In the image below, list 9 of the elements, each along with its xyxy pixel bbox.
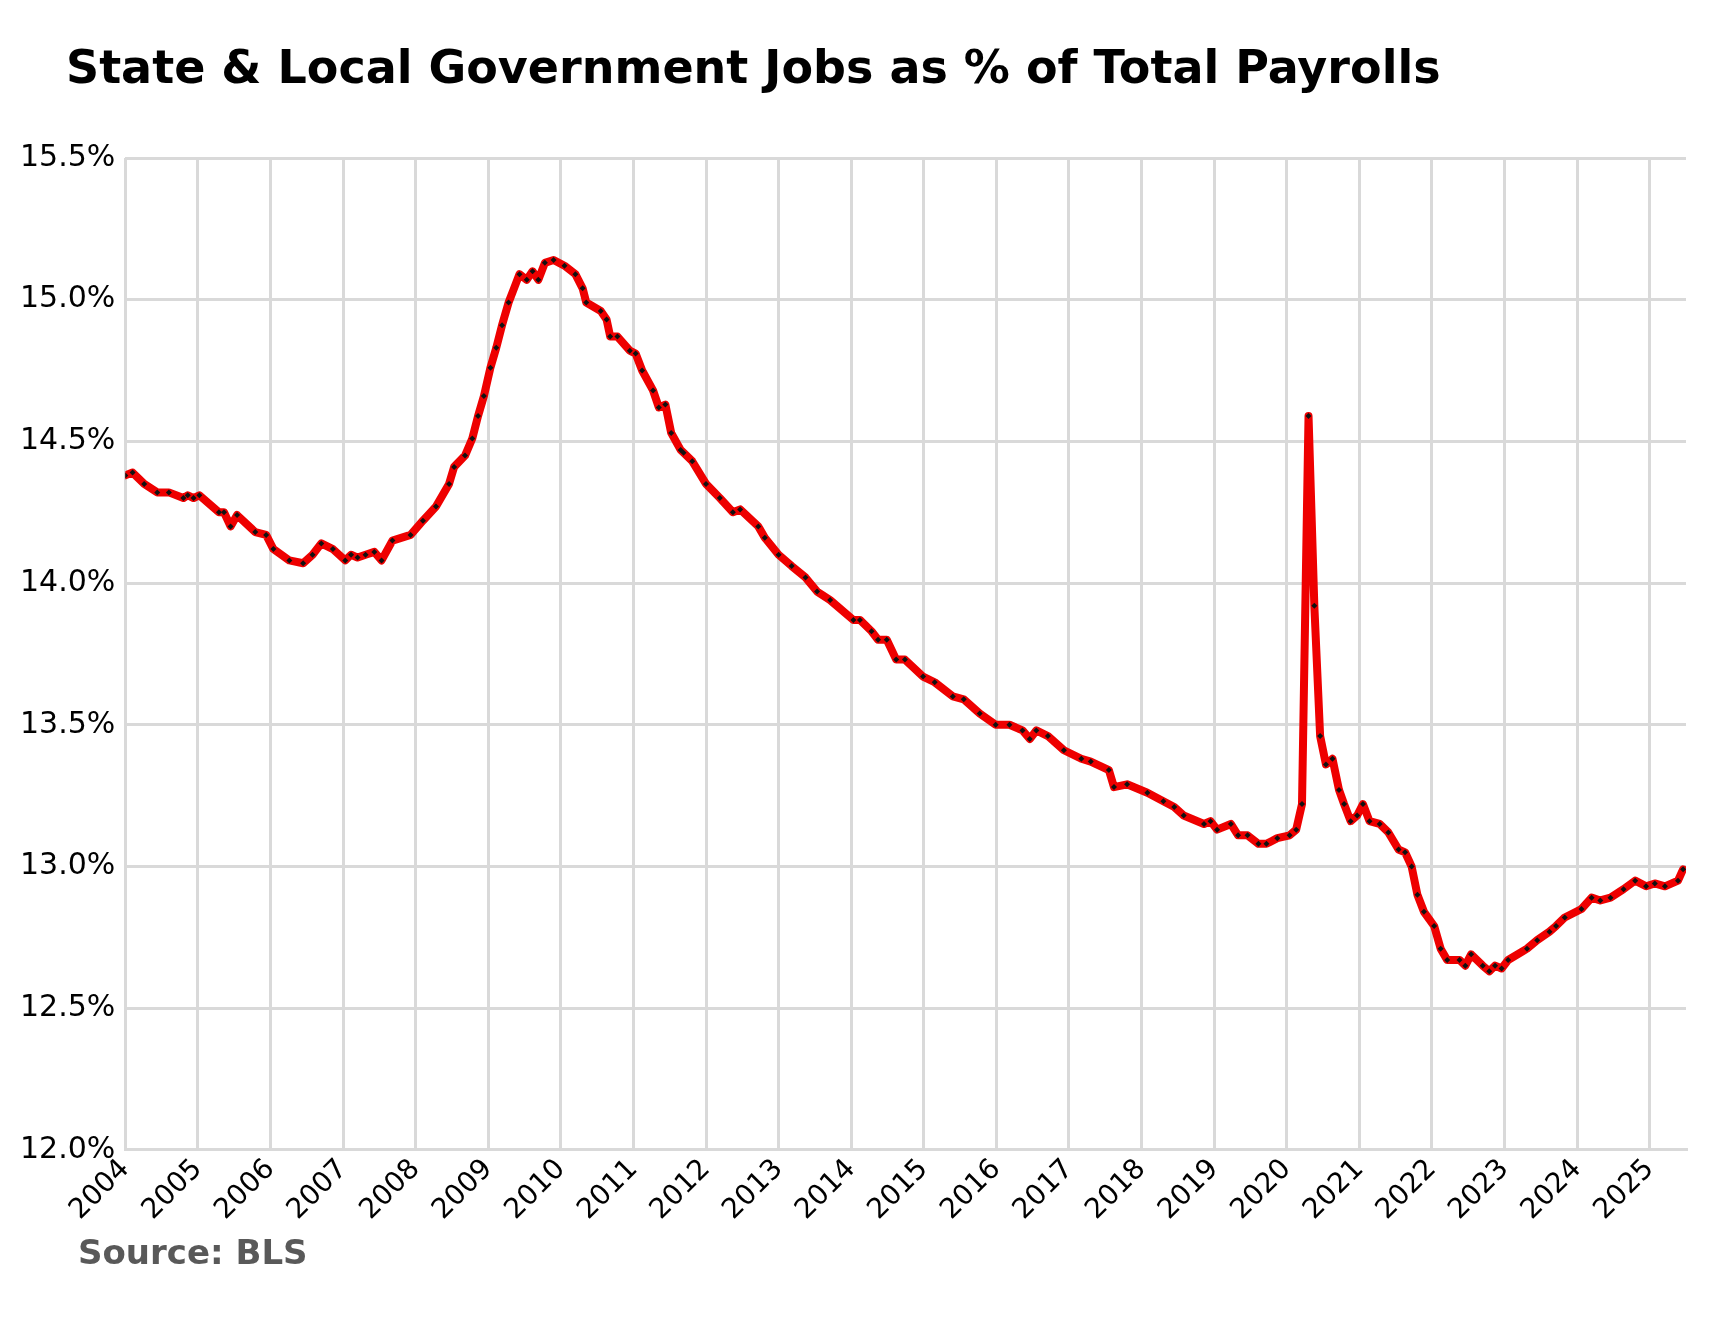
- y-tick-label: 12.5%: [19, 987, 116, 1023]
- y-tick-label: 15.0%: [19, 279, 116, 315]
- y-tick-label: 14.5%: [19, 421, 116, 457]
- y-tick-label: 13.0%: [19, 846, 116, 882]
- chart-title: State & Local Government Jobs as % of Total Payrolls: [66, 40, 1441, 94]
- y-tick-label: 13.5%: [19, 704, 116, 740]
- source-note: Source: BLS: [78, 1232, 308, 1272]
- y-tick-label: 15.5%: [19, 137, 116, 173]
- y-tick-label: 14.0%: [19, 562, 116, 598]
